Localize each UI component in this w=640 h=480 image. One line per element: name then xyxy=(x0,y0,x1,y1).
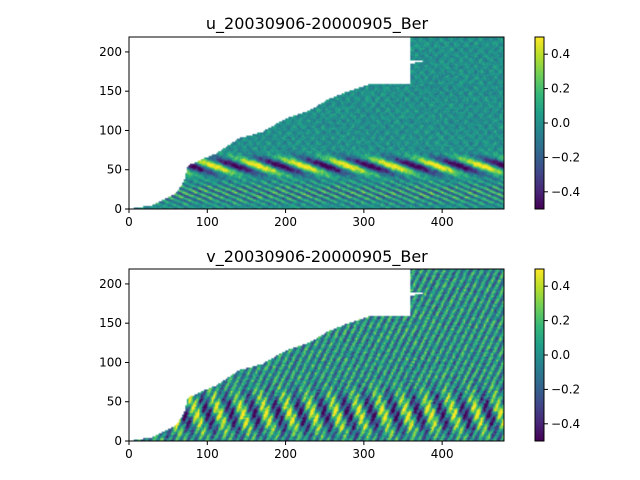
y-tick-label: 150 xyxy=(99,316,122,330)
plot-frame xyxy=(128,36,505,210)
heatmap-image xyxy=(129,37,504,209)
y-tick-label: 0 xyxy=(114,202,122,216)
panel-u: u_20030906-20000905_Ber 0 100 200 300 400 0 5… xyxy=(99,14,580,229)
plot-frame xyxy=(128,268,505,442)
x-axis: 0 100 200 300 400 xyxy=(125,441,454,461)
heatmap-v xyxy=(129,269,504,441)
heatmap-u xyxy=(129,37,504,209)
colorbar-tick-label: −0.2 xyxy=(551,382,580,396)
colorbar-tick-label: 0.4 xyxy=(551,279,570,293)
colorbar-tick-label: 0.2 xyxy=(551,314,570,328)
y-tick-label: 50 xyxy=(107,395,122,409)
colorbar-tick-label: −0.4 xyxy=(551,185,580,199)
colorbar-ticks: 0.4 0.2 0.0 −0.2 −0.4 xyxy=(544,47,580,199)
colorbar-tick-label: 0.4 xyxy=(551,47,570,61)
y-tick-label: 100 xyxy=(99,355,122,369)
x-tick-label: 0 xyxy=(125,447,133,461)
y-tick-label: 0 xyxy=(114,434,122,448)
x-tick-label: 100 xyxy=(196,447,219,461)
y-axis: 0 50 100 150 200 xyxy=(99,45,129,216)
chart-title: v_20030906-20000905_Ber xyxy=(206,247,428,267)
colorbar-tick-label: 0.2 xyxy=(551,82,570,96)
colorbar-ticks: 0.4 0.2 0.0 −0.2 −0.4 xyxy=(544,279,580,431)
panel-v: v_20030906-20000905_Ber 0 100 200 300 400 0 5… xyxy=(99,247,580,461)
x-tick-label: 400 xyxy=(431,447,454,461)
y-tick-label: 150 xyxy=(99,84,122,98)
x-tick-label: 300 xyxy=(352,215,375,229)
y-tick-label: 50 xyxy=(107,163,122,177)
x-tick-label: 0 xyxy=(125,215,133,229)
colorbar-tick-label: 0.0 xyxy=(551,116,570,130)
x-tick-label: 300 xyxy=(352,447,375,461)
y-tick-label: 100 xyxy=(99,123,122,137)
colorbar-tick-label: −0.4 xyxy=(551,417,580,431)
x-axis: 0 100 200 300 400 xyxy=(125,209,454,229)
y-tick-label: 200 xyxy=(99,45,122,59)
colorbar-tick-label: −0.2 xyxy=(551,150,580,164)
chart-title: u_20030906-20000905_Ber xyxy=(206,14,429,34)
x-tick-label: 100 xyxy=(196,215,219,229)
x-tick-label: 200 xyxy=(274,215,297,229)
y-tick-label: 200 xyxy=(99,277,122,291)
colorbar-fill xyxy=(535,269,544,441)
colorbar-fill xyxy=(535,37,544,209)
heatmap-image xyxy=(129,269,504,441)
colorbar-tick-label: 0.0 xyxy=(551,348,570,362)
x-tick-label: 400 xyxy=(431,215,454,229)
y-axis: 0 50 100 150 200 xyxy=(99,277,129,448)
colorbar: 0.4 0.2 0.0 −0.2 −0.4 xyxy=(534,268,580,442)
colorbar: 0.4 0.2 0.0 −0.2 −0.4 xyxy=(534,36,580,210)
x-tick-label: 200 xyxy=(274,447,297,461)
